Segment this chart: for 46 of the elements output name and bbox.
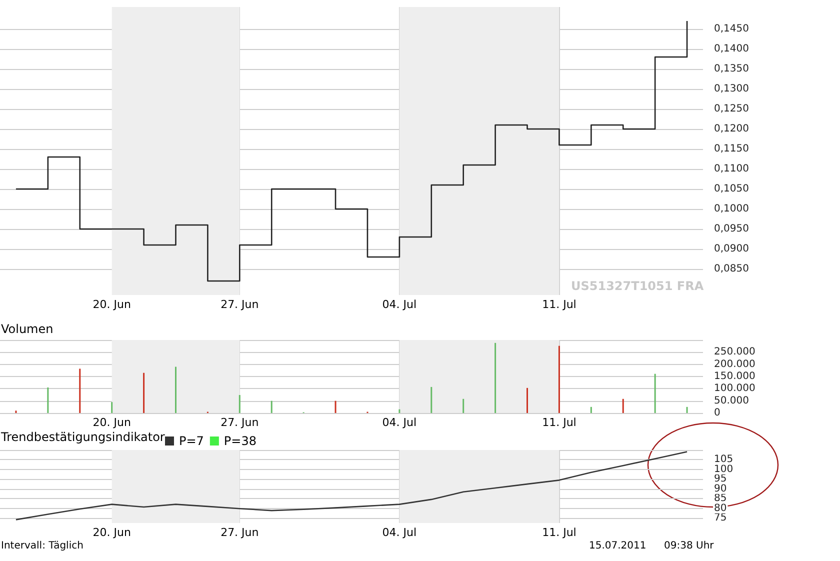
x-tick-label: 20. Jun: [92, 526, 131, 539]
chart-title: Volumen: [1, 322, 54, 336]
x-tick-label: 20. Jun: [92, 298, 131, 311]
y-tick-label: 0,1000: [714, 204, 749, 214]
y-tick-label: 90: [714, 483, 727, 494]
y-tick-label: 0,1150: [714, 144, 749, 154]
y-tick-label: 0,1200: [714, 124, 749, 134]
y-tick-label: 0,1050: [714, 184, 749, 194]
y-tick-label: 200.000: [714, 358, 756, 370]
x-tick-label: 04. Jul: [382, 298, 417, 311]
y-tick-label: 50.000: [714, 395, 749, 406]
y-tick-label: 80: [714, 502, 727, 514]
y-tick-label: 0,1350: [714, 64, 749, 74]
text: 15.07.2011: [589, 540, 646, 552]
y-tick-label: 250.000: [714, 346, 756, 358]
x-tick-label: 11. Jul: [542, 416, 576, 429]
x-tick-label: 04. Jul: [382, 526, 417, 539]
text: 09:38 Uhr: [664, 540, 715, 552]
y-tick-label: 0,1400: [714, 44, 749, 54]
x-tick-label: 20. Jun: [92, 416, 131, 429]
y-tick-label: 100: [714, 464, 734, 475]
y-tick-label: 75: [714, 512, 727, 524]
y-tick-label: 150.000: [714, 371, 756, 382]
line-series: [15, 451, 688, 520]
text: Intervall: Täglich: [1, 540, 84, 552]
y-tick-label: 105: [714, 454, 734, 466]
legend-label: P=7: [179, 434, 204, 448]
legend-label: P=38: [224, 434, 256, 448]
y-tick-label: 0,1250: [714, 104, 749, 114]
x-tick-label: 11. Jul: [542, 526, 576, 539]
y-tick-label: 0,1300: [714, 84, 749, 94]
y-tick-label: 85: [714, 493, 727, 504]
y-tick-label: 0,1450: [714, 24, 749, 34]
y-tick-label: 0,0900: [714, 244, 749, 254]
x-tick-label: 27. Jun: [220, 526, 259, 539]
x-tick-label: 27. Jun: [220, 298, 259, 311]
chart-title: Trendbestätigungsindikator: [0, 430, 165, 444]
x-tick-label: 04. Jul: [382, 416, 417, 429]
y-tick-label: 0,0950: [714, 224, 749, 234]
x-tick-label: 27. Jun: [220, 416, 259, 429]
x-tick-label: 11. Jul: [542, 298, 576, 311]
y-tick-label: 0,0850: [714, 264, 749, 274]
y-tick-label: 0: [714, 408, 720, 418]
y-tick-label: 100.000: [714, 383, 756, 394]
y-tick-label: 95: [714, 474, 727, 485]
y-tick-label: 0,1100: [714, 164, 749, 174]
